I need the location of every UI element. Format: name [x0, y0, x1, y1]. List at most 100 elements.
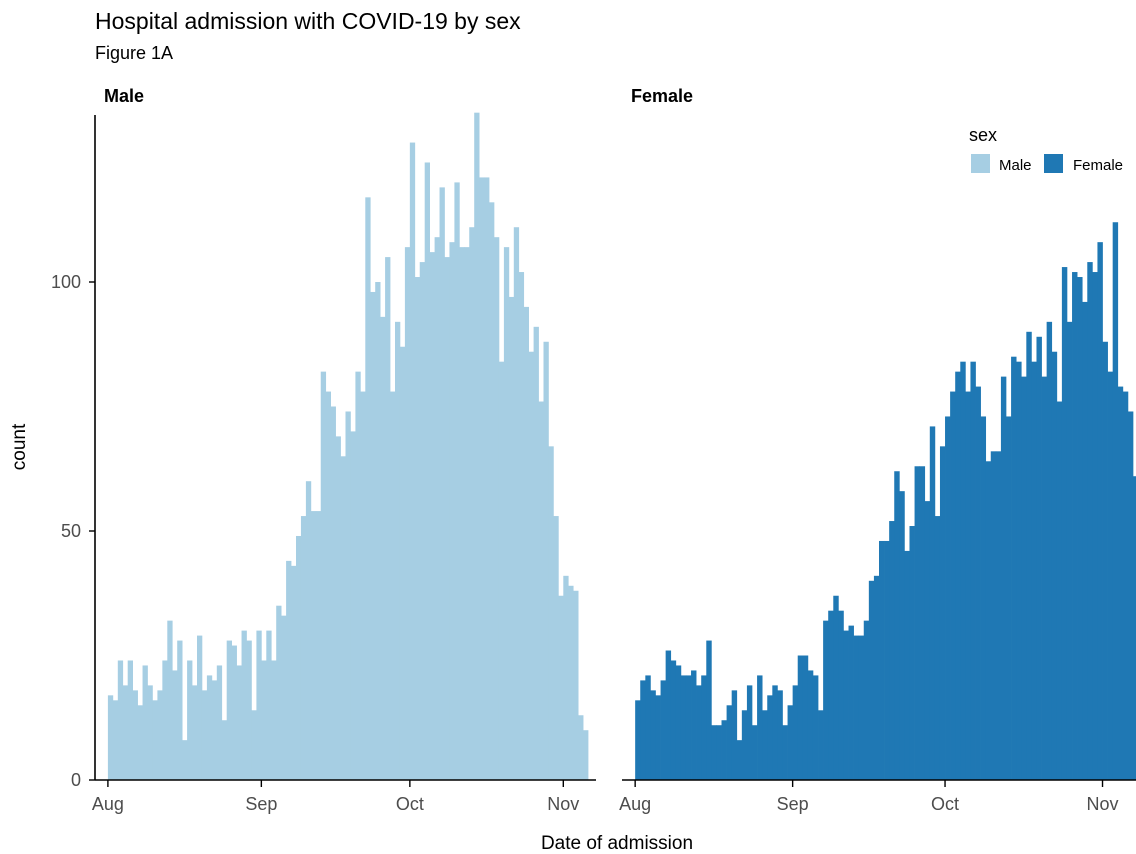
bar [459, 247, 465, 780]
bar [1072, 272, 1078, 780]
chart-subtitle: Figure 1A [95, 43, 174, 63]
bar [853, 635, 860, 780]
facet-label-female: Female [631, 86, 693, 106]
bar [355, 371, 361, 780]
bar [1097, 242, 1103, 780]
bar [721, 720, 727, 780]
bar [919, 466, 926, 780]
bar [330, 406, 336, 780]
bar [117, 660, 124, 780]
bar [899, 491, 905, 780]
bar [655, 695, 661, 780]
bar [894, 471, 900, 780]
bar [1117, 386, 1124, 780]
bar [1133, 476, 1136, 780]
chart-title: Hospital admission with COVID-19 by sex [95, 8, 521, 34]
y-axis-title: count [9, 423, 30, 470]
bar [246, 640, 252, 780]
bar [508, 296, 515, 780]
bar [1016, 361, 1022, 780]
bar [802, 655, 809, 780]
bar [236, 665, 242, 780]
bar [1000, 376, 1007, 780]
bar [107, 695, 114, 780]
bar [439, 187, 445, 780]
bar [675, 665, 682, 780]
bar [828, 610, 834, 780]
legend-title: sex [969, 125, 997, 145]
x-ticks-female: Aug Sep Oct Nov [619, 780, 1119, 814]
bar [206, 675, 213, 780]
y-tick-label: 0 [71, 770, 81, 790]
bar [167, 620, 173, 780]
bar [1011, 356, 1017, 780]
bar [112, 700, 119, 780]
bar [965, 391, 971, 780]
bar [823, 620, 829, 780]
bar [914, 466, 920, 780]
x-ticks-male: Aug Sep Oct Nov [92, 780, 579, 814]
x-tick-label: Nov [1087, 794, 1119, 814]
bar [691, 670, 697, 780]
bar [680, 675, 687, 780]
bar [670, 660, 677, 780]
x-tick-label: Sep [777, 794, 809, 814]
bar [256, 630, 262, 780]
bar [543, 341, 549, 780]
bar [464, 247, 470, 780]
bar [404, 247, 411, 780]
bar [419, 262, 426, 781]
bar [409, 142, 416, 780]
bar [305, 481, 312, 780]
bar [414, 277, 421, 780]
bar [548, 446, 554, 780]
bar [955, 371, 961, 780]
bar [970, 361, 976, 780]
bar [1066, 321, 1073, 780]
bar [1006, 416, 1012, 780]
bar [975, 386, 981, 780]
bar [635, 700, 641, 780]
bar [142, 665, 148, 780]
x-tick-label: Nov [547, 794, 579, 814]
bar [399, 346, 406, 780]
bar [848, 625, 854, 780]
bar [1026, 331, 1032, 780]
bar [375, 282, 381, 780]
bar [578, 715, 584, 780]
bar [276, 605, 282, 780]
bar [726, 705, 733, 780]
legend-label-male: Male [999, 157, 1032, 174]
bar [767, 695, 773, 780]
bar [454, 182, 460, 780]
bar [350, 431, 356, 780]
y-tick-label: 100 [51, 272, 81, 292]
bar [390, 391, 396, 780]
bar [320, 371, 327, 780]
x-tick-label: Oct [396, 794, 424, 814]
y-tick-label: 50 [61, 521, 81, 541]
bar [1031, 361, 1037, 780]
bar [266, 630, 272, 780]
bar [990, 451, 997, 780]
bar [122, 685, 129, 780]
bar [945, 416, 951, 780]
bar [640, 680, 646, 780]
legend: sex Male Female [969, 125, 1123, 174]
x-tick-label: Aug [619, 794, 651, 814]
bar [807, 670, 814, 780]
bar [498, 361, 505, 780]
bar [211, 680, 218, 780]
bar [300, 516, 307, 780]
bar [132, 690, 138, 780]
bar [528, 351, 534, 780]
bar [833, 595, 839, 780]
bar [797, 655, 804, 780]
bar [929, 426, 936, 780]
bar [843, 630, 849, 780]
x-tick-label: Aug [92, 794, 124, 814]
bar [1021, 376, 1027, 780]
bars-male [107, 112, 589, 781]
bar [924, 501, 931, 780]
